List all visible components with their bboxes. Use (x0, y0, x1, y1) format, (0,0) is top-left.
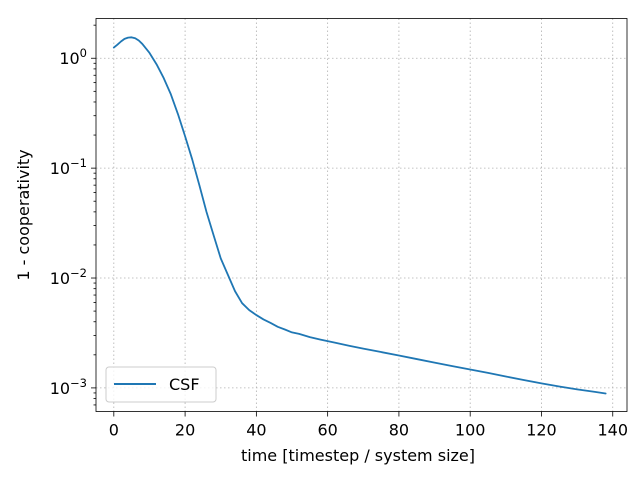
x-tick-label: 0 (109, 421, 119, 440)
x-tick-label: 140 (597, 421, 628, 440)
legend-box (105, 366, 217, 403)
x-axis-ticks: 0 20 40 60 80 100 120 140 (109, 411, 628, 440)
legend: CSF (105, 366, 217, 403)
y-tick-label: 100 (59, 46, 87, 68)
x-tick-label: 80 (389, 421, 409, 440)
plot-frame (95, 18, 628, 412)
y-tick-label: 10−1 (50, 156, 87, 178)
x-tick-label: 40 (246, 421, 266, 440)
y-tick-label: 10−3 (50, 376, 87, 398)
x-tick-label: 20 (175, 421, 195, 440)
x-tick-label: 100 (455, 421, 486, 440)
y-axis-label: 1 - cooperativity (14, 149, 33, 280)
x-tick-label: 60 (317, 421, 337, 440)
y-tick-label: 10−2 (50, 266, 87, 288)
x-axis-label: time [timestep / system size] (241, 446, 475, 465)
series-layer (112, 36, 607, 395)
series-line-csf (112, 36, 607, 395)
grid (96, 18, 627, 412)
x-tick-label: 120 (526, 421, 557, 440)
y-axis-ticks: 10−3 10−2 10−1 100 (50, 24, 96, 406)
legend-label-csf: CSF (169, 375, 200, 394)
